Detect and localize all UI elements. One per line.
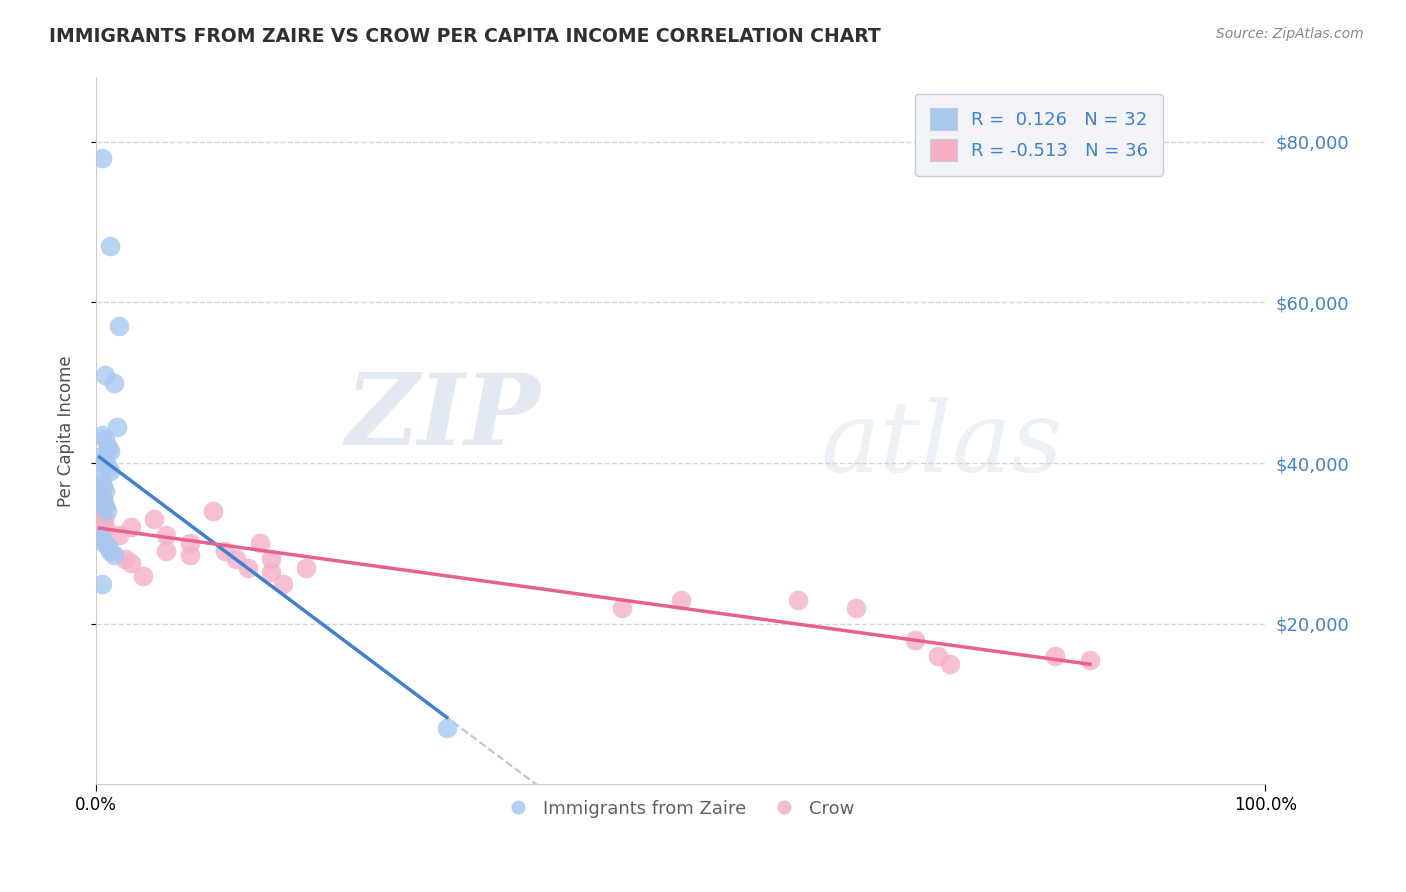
Point: [155, 544, 177, 558]
Point: [90, 476, 112, 491]
Point: [94, 432, 117, 446]
Point: [97, 460, 120, 475]
Point: [94, 520, 117, 534]
Legend: Immigrants from Zaire, Crow: Immigrants from Zaire, Crow: [499, 792, 862, 825]
Point: [98, 544, 121, 558]
Point: [105, 420, 128, 434]
Point: [249, 536, 271, 550]
Text: atlas: atlas: [821, 398, 1064, 492]
Point: [143, 512, 166, 526]
Point: [903, 632, 925, 647]
Point: [90, 504, 112, 518]
Point: [94, 452, 117, 467]
Point: [94, 368, 117, 382]
Point: [132, 568, 155, 582]
Point: [120, 520, 142, 534]
Point: [98, 464, 121, 478]
Point: [89, 472, 111, 486]
Point: [91, 492, 114, 507]
Point: [179, 536, 201, 550]
Text: IMMIGRANTS FROM ZAIRE VS CROW PER CAPITA INCOME CORRELATION CHART: IMMIGRANTS FROM ZAIRE VS CROW PER CAPITA…: [49, 27, 882, 45]
Point: [927, 648, 949, 663]
Point: [97, 541, 120, 555]
Point: [91, 456, 114, 470]
Y-axis label: Per Capita Income: Per Capita Income: [58, 355, 75, 507]
Point: [236, 560, 259, 574]
Point: [94, 500, 117, 515]
Point: [90, 533, 112, 547]
Point: [260, 552, 283, 566]
Point: [98, 444, 121, 458]
Text: ZIP: ZIP: [346, 368, 540, 465]
Point: [91, 500, 114, 515]
Point: [845, 600, 868, 615]
Point: [90, 492, 112, 507]
Point: [90, 576, 112, 591]
Point: [295, 560, 318, 574]
Point: [91, 480, 114, 494]
Point: [225, 552, 247, 566]
Point: [114, 552, 136, 566]
Point: [89, 484, 111, 499]
Point: [90, 151, 112, 165]
Point: [91, 448, 114, 462]
Point: [90, 428, 112, 442]
Point: [93, 496, 115, 510]
Point: [271, 576, 294, 591]
Point: [90, 488, 112, 502]
Point: [93, 536, 115, 550]
Point: [436, 721, 458, 735]
Point: [93, 512, 115, 526]
Point: [98, 239, 121, 253]
Point: [108, 528, 131, 542]
Point: [201, 504, 224, 518]
Point: [89, 528, 111, 542]
Point: [669, 592, 692, 607]
Point: [96, 504, 118, 518]
Point: [90, 508, 112, 523]
Point: [94, 484, 117, 499]
Point: [103, 549, 125, 563]
Point: [155, 528, 177, 542]
Point: [108, 319, 131, 334]
Point: [1078, 653, 1101, 667]
Point: [786, 592, 808, 607]
Point: [103, 376, 125, 390]
Point: [97, 440, 120, 454]
Point: [179, 549, 201, 563]
Point: [89, 496, 111, 510]
Point: [938, 657, 960, 671]
Point: [260, 565, 283, 579]
Point: [612, 600, 634, 615]
Point: [214, 544, 236, 558]
Point: [1043, 648, 1066, 663]
Text: Source: ZipAtlas.com: Source: ZipAtlas.com: [1216, 27, 1364, 41]
Point: [120, 557, 142, 571]
